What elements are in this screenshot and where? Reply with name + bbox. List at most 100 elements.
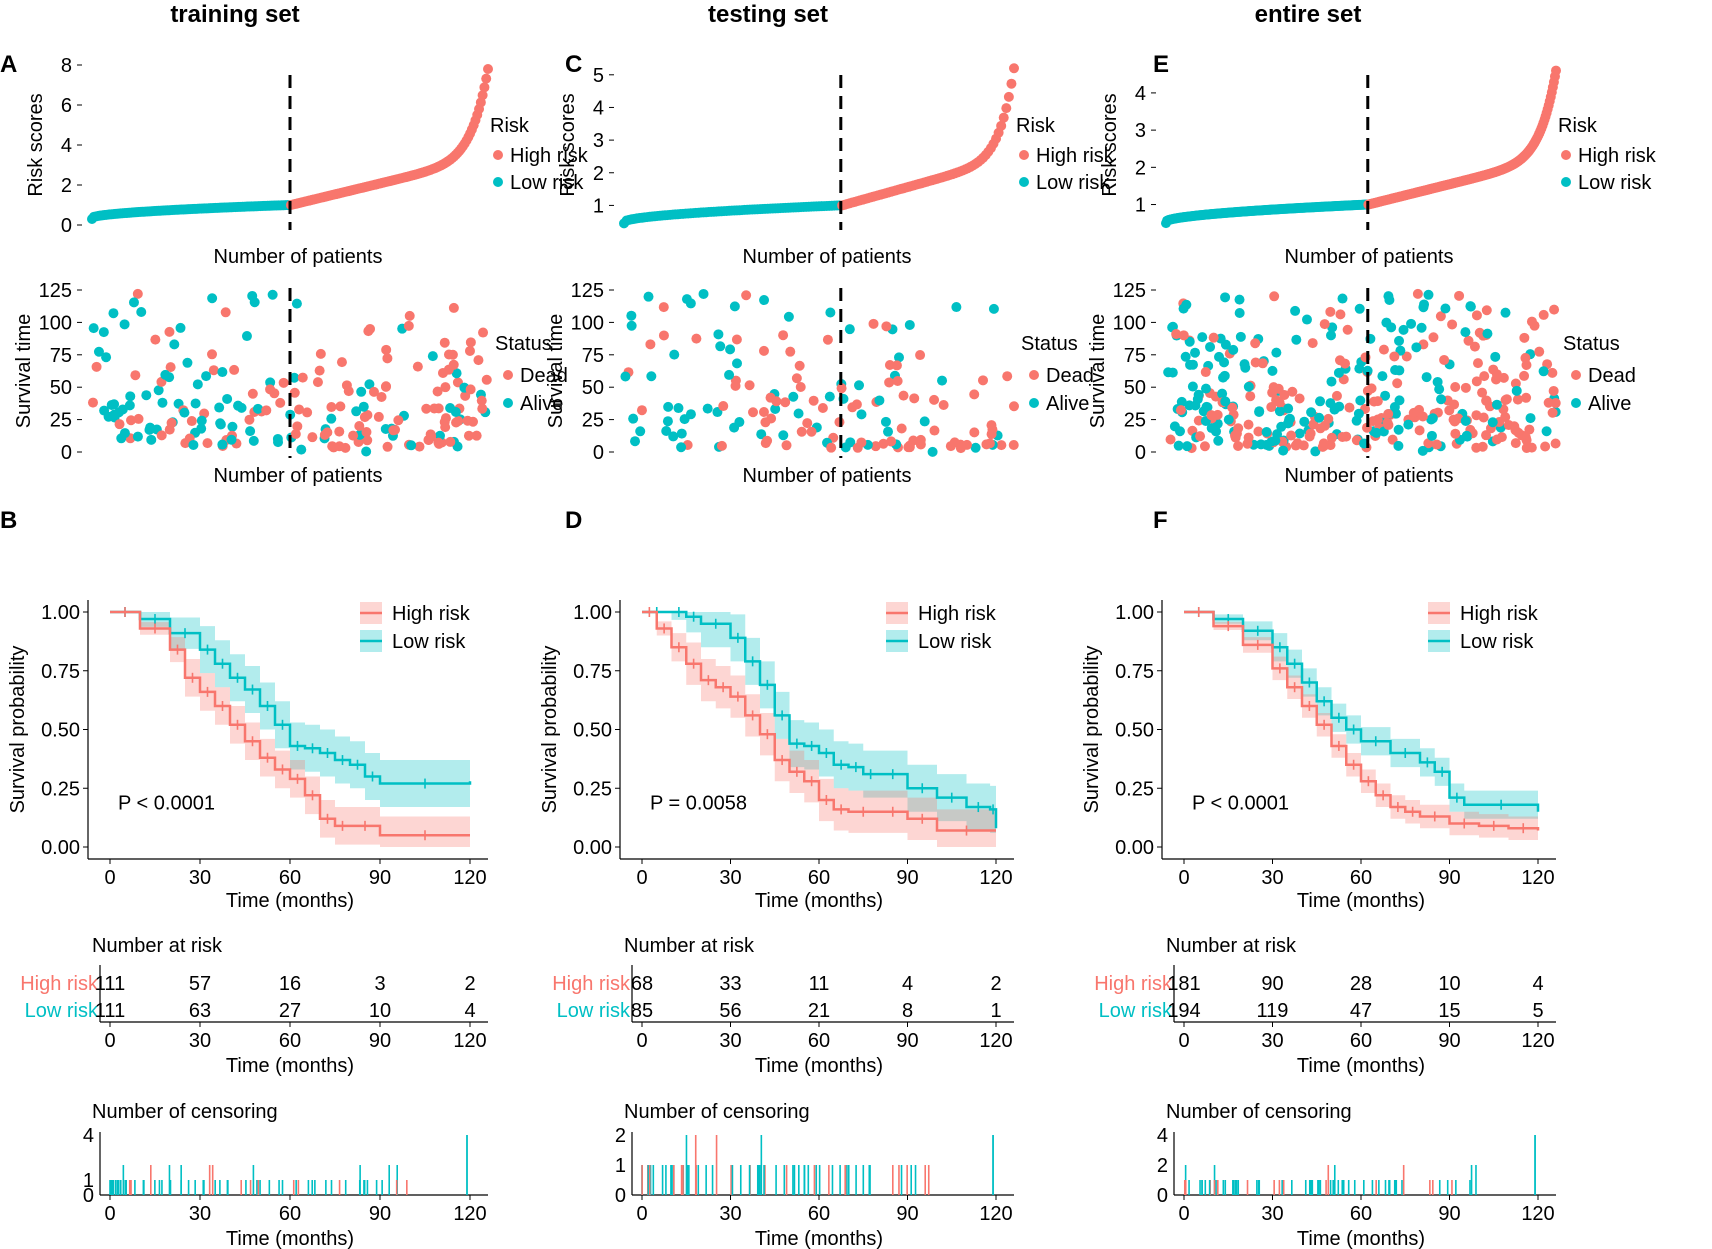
y-tick-label: 100 bbox=[1113, 312, 1146, 334]
status-point bbox=[359, 412, 370, 423]
status-point bbox=[478, 327, 489, 338]
y-tick-label: 4 bbox=[593, 97, 604, 119]
cell-low: 8 bbox=[902, 1000, 913, 1022]
status-point bbox=[1381, 317, 1392, 328]
row-label-low: Low risk bbox=[25, 1000, 99, 1022]
status-point bbox=[1206, 410, 1217, 421]
status-point bbox=[376, 391, 387, 402]
status-point bbox=[192, 379, 203, 390]
status-point bbox=[1548, 385, 1559, 396]
x-tick-label: 60 bbox=[808, 867, 830, 889]
status-point bbox=[1398, 324, 1409, 335]
legend-label-high: High risk bbox=[1578, 145, 1657, 167]
status-point bbox=[1479, 371, 1490, 382]
status-point bbox=[432, 386, 443, 397]
status-point bbox=[464, 345, 475, 356]
cell-low: 15 bbox=[1438, 1000, 1460, 1022]
status-point bbox=[1487, 417, 1498, 428]
x-tick-label: 30 bbox=[189, 1203, 211, 1225]
status-point bbox=[1243, 432, 1254, 443]
status-point bbox=[874, 395, 885, 406]
status-point bbox=[130, 370, 141, 381]
status-point bbox=[1550, 438, 1561, 449]
status-point bbox=[1534, 346, 1545, 357]
status-point bbox=[891, 360, 902, 371]
status-point bbox=[1543, 397, 1554, 408]
set-title: testing set bbox=[708, 1, 828, 28]
status-point bbox=[412, 361, 423, 372]
y-axis-label: Risk scores bbox=[1099, 93, 1121, 196]
status-point bbox=[868, 318, 879, 329]
legend-label-low: Low risk bbox=[1036, 172, 1110, 194]
y-tick-label: 1 bbox=[593, 195, 604, 217]
status-point bbox=[1393, 440, 1404, 451]
status-point bbox=[227, 421, 238, 432]
x-axis-label: Time (months) bbox=[1297, 1055, 1425, 1077]
status-point bbox=[289, 372, 300, 383]
status-point bbox=[635, 426, 646, 437]
status-point bbox=[314, 365, 325, 376]
status-point bbox=[1326, 330, 1337, 341]
status-point bbox=[440, 382, 451, 393]
status-point bbox=[778, 330, 789, 341]
status-point bbox=[150, 334, 161, 345]
status-point bbox=[778, 430, 789, 441]
status-point bbox=[1477, 387, 1488, 398]
status-point bbox=[153, 385, 164, 396]
x-tick-label: 60 bbox=[808, 1203, 830, 1225]
y-tick-label: 0.75 bbox=[573, 661, 612, 683]
risk-point bbox=[996, 120, 1007, 131]
status-point bbox=[1165, 434, 1176, 445]
status-point bbox=[793, 408, 804, 419]
y-tick-label: 6 bbox=[61, 95, 72, 117]
y-tick-label: 0.75 bbox=[41, 661, 80, 683]
status-point bbox=[1450, 428, 1461, 439]
legend-label-dead: Dead bbox=[1046, 365, 1094, 387]
status-point bbox=[732, 358, 743, 369]
status-point bbox=[214, 402, 225, 413]
legend-label-high: High risk bbox=[1036, 145, 1115, 167]
status-point bbox=[685, 409, 696, 420]
status-point bbox=[1305, 428, 1316, 439]
status-point bbox=[1310, 446, 1321, 457]
row-label-high: High risk bbox=[20, 973, 99, 995]
risk-score-plot: 0 2 4 6 8 Risk scores Number of patients Risk Hi… bbox=[25, 55, 589, 268]
status-point bbox=[1547, 407, 1558, 418]
status-point bbox=[1541, 426, 1552, 437]
status-point bbox=[1327, 322, 1338, 333]
status-point bbox=[748, 407, 759, 418]
censoring-plot: Number of censoring 0 2 4 0 30 60 90 120 Time (mo… bbox=[1157, 1101, 1556, 1249]
status-point bbox=[1319, 319, 1330, 330]
table-title: Number at risk bbox=[92, 935, 223, 957]
status-point bbox=[794, 360, 805, 371]
kaplan-meier-plot: 0.00 0.25 0.50 0.75 1.00 0 30 60 90 120 Time (mont… bbox=[539, 600, 1014, 912]
status-point bbox=[439, 417, 450, 428]
status-point bbox=[881, 321, 892, 332]
x-axis-label: Number of patients bbox=[1285, 465, 1454, 487]
status-point bbox=[929, 425, 940, 436]
status-point bbox=[1512, 394, 1523, 405]
x-tick-label: 30 bbox=[719, 1030, 741, 1052]
status-point bbox=[731, 334, 742, 345]
x-tick-label: 0 bbox=[636, 867, 647, 889]
status-point bbox=[1431, 439, 1442, 450]
legend-swatch-low bbox=[1561, 177, 1571, 187]
status-point bbox=[362, 435, 373, 446]
status-point bbox=[294, 404, 305, 415]
status-point bbox=[1199, 441, 1210, 452]
status-point bbox=[343, 386, 354, 397]
p-value: P < 0.0001 bbox=[118, 792, 215, 814]
status-point bbox=[724, 369, 735, 380]
status-point bbox=[1169, 421, 1180, 432]
status-point bbox=[668, 431, 679, 442]
status-point bbox=[824, 391, 835, 402]
status-point bbox=[1471, 442, 1482, 453]
low-risk-curve bbox=[642, 610, 998, 829]
status-point bbox=[141, 390, 152, 401]
status-point bbox=[1501, 394, 1512, 405]
risk-point bbox=[1003, 91, 1014, 102]
risk-point bbox=[483, 64, 493, 74]
legend-label-low: Low risk bbox=[918, 631, 992, 653]
status-point bbox=[1366, 383, 1377, 394]
